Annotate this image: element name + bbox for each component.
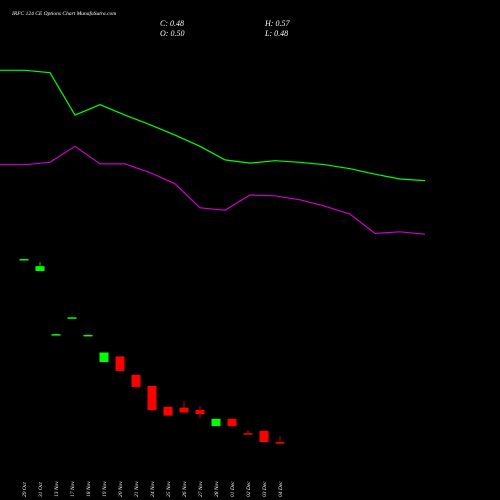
- candle-body: [163, 406, 173, 416]
- annotation: H: 0.57: [264, 19, 290, 28]
- x-tick-label: 21 Nov: [134, 481, 140, 497]
- chart-title: IRFC 124 CE Options Chart MunafaSutra.co…: [11, 10, 116, 17]
- x-tick-label: 28 Nov: [214, 481, 220, 497]
- candle-body: [115, 356, 125, 371]
- candle-body: [19, 258, 29, 261]
- x-tick-label: 25 Nov: [166, 481, 172, 497]
- x-tick-label: 03 Dec: [262, 481, 268, 497]
- x-tick-label: 04 Dec: [277, 481, 284, 497]
- x-tick-label: 02 Dec: [246, 481, 252, 497]
- candle-body: [67, 317, 77, 319]
- candle-body: [147, 386, 157, 411]
- candle-body: [195, 410, 205, 415]
- candle-body: [227, 418, 237, 427]
- annotation: L: 0.48: [264, 29, 288, 38]
- x-tick-label: 17 Nov: [70, 481, 76, 497]
- moving-average-line: [0, 145, 426, 235]
- x-tick-label: 13 Nov: [54, 481, 60, 497]
- candle-body: [35, 266, 45, 271]
- candle-body: [243, 433, 253, 435]
- candle-body: [211, 418, 221, 427]
- x-tick-label: 29 Oct: [22, 482, 28, 497]
- candle-body: [51, 334, 61, 336]
- candle-body: [131, 374, 141, 387]
- x-tick-label: 18 Nov: [86, 481, 92, 497]
- candle-body: [259, 430, 269, 443]
- moving-average-line: [0, 69, 426, 182]
- x-tick-label: 26 Nov: [182, 481, 188, 497]
- candle-body: [99, 352, 109, 363]
- candle-body: [275, 442, 285, 444]
- x-tick-label: 27 Nov: [198, 481, 204, 497]
- candle-body: [83, 334, 93, 337]
- annotation: O: 0.50: [160, 29, 184, 38]
- x-tick-label: 19 Nov: [102, 481, 108, 497]
- x-tick-label: 20 Nov: [118, 481, 124, 497]
- x-tick-label: 31 Oct: [38, 482, 44, 498]
- candle-body: [179, 407, 189, 413]
- annotation: C: 0.48: [160, 19, 184, 28]
- x-tick-label: 01 Dec: [230, 481, 236, 497]
- x-tick-label: 24 Nov: [149, 481, 156, 497]
